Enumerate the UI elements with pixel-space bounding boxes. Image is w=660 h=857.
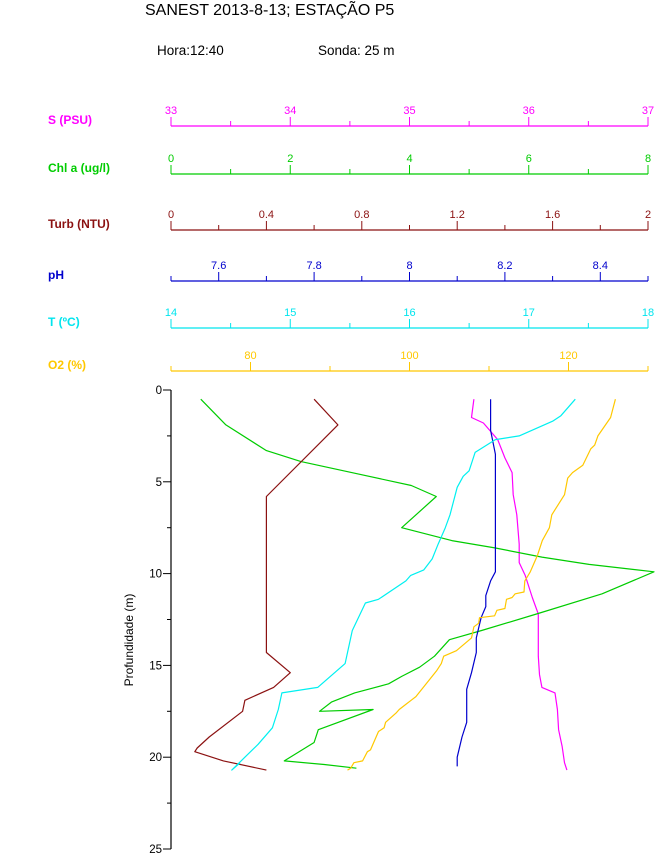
tick-label: 36 — [523, 105, 535, 117]
tick-label: 1.6 — [545, 209, 560, 221]
tick-label: 17 — [523, 307, 535, 319]
axis-caption-ph: pH — [48, 268, 64, 282]
tick-label: 7.6 — [211, 260, 226, 272]
axis-o2: 80 100 120 O2 (%) — [48, 350, 649, 372]
tick-label: 0 — [168, 209, 174, 221]
tick-label: 10 — [149, 569, 162, 581]
series-o2 — [347, 399, 616, 771]
tick-label: 14 — [165, 307, 177, 319]
tick-label: 15 — [284, 307, 296, 319]
axis-caption-chl_a: Chl a (ug/l) — [48, 161, 110, 175]
tick-label: 0 — [156, 385, 162, 397]
tick-label: 33 — [165, 105, 177, 117]
axis-caption-turb: Turb (NTU) — [48, 217, 110, 231]
tick-label: 0.4 — [259, 209, 274, 221]
tick-label: 20 — [149, 752, 162, 764]
tick-label: 6 — [526, 153, 532, 165]
tick-label: 8 — [406, 260, 412, 272]
depth-axis: 0 5 10 15 20 25 — [149, 385, 172, 856]
chart-title: SANEST 2013-8-13; ESTAÇÃO P5 — [145, 2, 395, 19]
tick-label: 8 — [645, 153, 651, 165]
series-turb — [194, 398, 339, 771]
tick-label: 18 — [642, 307, 654, 319]
axis-s_psu: 33 34 35 36 37 S (PSU) — [48, 105, 654, 127]
tick-label: 34 — [284, 105, 296, 117]
tick-label: 25 — [149, 844, 162, 856]
tick-label: 4 — [406, 153, 412, 165]
axis-caption-o2: O2 (%) — [48, 358, 86, 372]
tick-label: 37 — [642, 105, 654, 117]
series-s_psu — [470, 399, 568, 771]
axis-turb: 0 0.4 0.8 1.2 1.6 2 Turb (NTU) — [48, 209, 651, 231]
axis-caption-s_psu: S (PSU) — [48, 113, 92, 127]
axis-t: 14 15 16 17 18 T (ºC) — [48, 307, 654, 329]
tick-label: 16 — [403, 307, 415, 319]
tick-label: 0 — [168, 153, 174, 165]
tick-label: 7.8 — [306, 260, 321, 272]
axis-chl_a: 0 2 4 6 8 Chl a (ug/l) — [48, 153, 651, 175]
axis-caption-t: T (ºC) — [48, 315, 80, 329]
sonda-label: Sonda: 25 m — [318, 43, 395, 58]
series-chl_a — [200, 398, 655, 769]
tick-label: 8.4 — [593, 260, 608, 272]
tick-label: 35 — [403, 105, 415, 117]
axis-ph: 7.6 7.8 8 8.2 8.4 pH — [48, 260, 649, 282]
hora-label: Hora:12:40 — [157, 43, 224, 58]
tick-label: 80 — [244, 350, 256, 362]
tick-label: 2 — [287, 153, 293, 165]
tick-label: 8.2 — [497, 260, 512, 272]
tick-label: 120 — [559, 350, 577, 362]
series-ph — [456, 399, 496, 767]
tick-label: 2 — [645, 209, 651, 221]
tick-label: 5 — [156, 477, 162, 489]
series-t — [231, 398, 576, 771]
tick-label: 100 — [400, 350, 418, 362]
tick-label: 0.8 — [354, 209, 369, 221]
tick-label: 15 — [149, 660, 162, 672]
tick-label: 1.2 — [450, 209, 465, 221]
